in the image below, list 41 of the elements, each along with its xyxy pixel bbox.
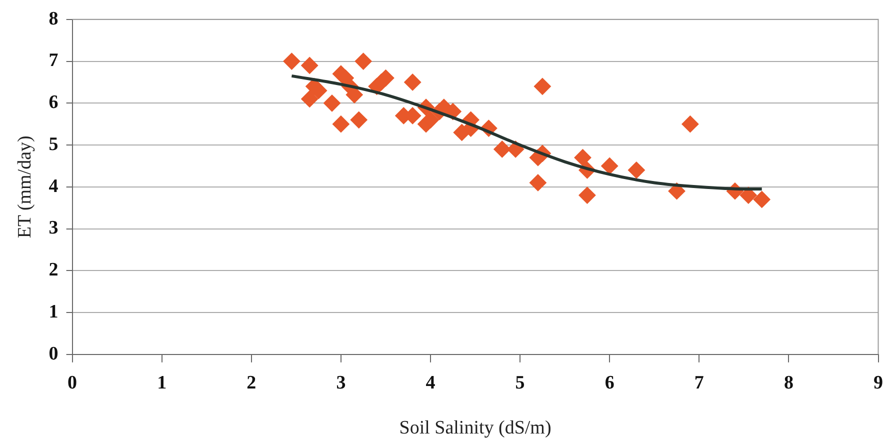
y-tick-label: 6 xyxy=(48,92,58,114)
point xyxy=(753,190,770,208)
point xyxy=(740,186,757,204)
point xyxy=(494,140,511,158)
x-axis-title: Soil Salinity (dS/m) xyxy=(399,418,552,439)
y-tick-label: 7 xyxy=(48,50,59,72)
x-tick-label: 7 xyxy=(694,372,704,394)
y-tick-label: 5 xyxy=(48,134,58,155)
point xyxy=(301,90,318,108)
point xyxy=(283,52,300,70)
x-tick-label: 5 xyxy=(515,372,525,394)
y-tick-label: 0 xyxy=(48,343,58,364)
point xyxy=(323,94,340,112)
x-tick-label: 6 xyxy=(604,372,614,394)
point xyxy=(574,149,592,166)
x-tick-label: 1 xyxy=(157,372,167,394)
y-tick-label: 1 xyxy=(48,301,58,322)
point xyxy=(578,186,596,204)
x-tick-label: 9 xyxy=(874,372,883,394)
y-axis-title: ET (mm/day) xyxy=(14,136,36,238)
x-tick-label: 4 xyxy=(426,372,436,394)
point xyxy=(404,74,422,91)
point xyxy=(601,157,618,174)
point xyxy=(350,111,368,128)
x-tick-label: 8 xyxy=(784,372,794,394)
point xyxy=(529,174,546,192)
point xyxy=(377,70,394,87)
point xyxy=(332,116,350,133)
x-tick-label: 0 xyxy=(68,372,78,394)
point xyxy=(422,111,439,128)
point xyxy=(534,78,551,95)
y-tick-label: 8 xyxy=(48,8,58,30)
y-tick-label: 3 xyxy=(48,218,58,239)
x-tick-label: 3 xyxy=(336,372,346,394)
y-tick-label: 4 xyxy=(48,176,59,197)
x-tick-label: 2 xyxy=(246,372,256,394)
point xyxy=(682,116,699,133)
point xyxy=(301,56,318,74)
y-tick-label: 2 xyxy=(48,260,58,281)
point xyxy=(628,162,645,179)
point xyxy=(354,52,372,70)
